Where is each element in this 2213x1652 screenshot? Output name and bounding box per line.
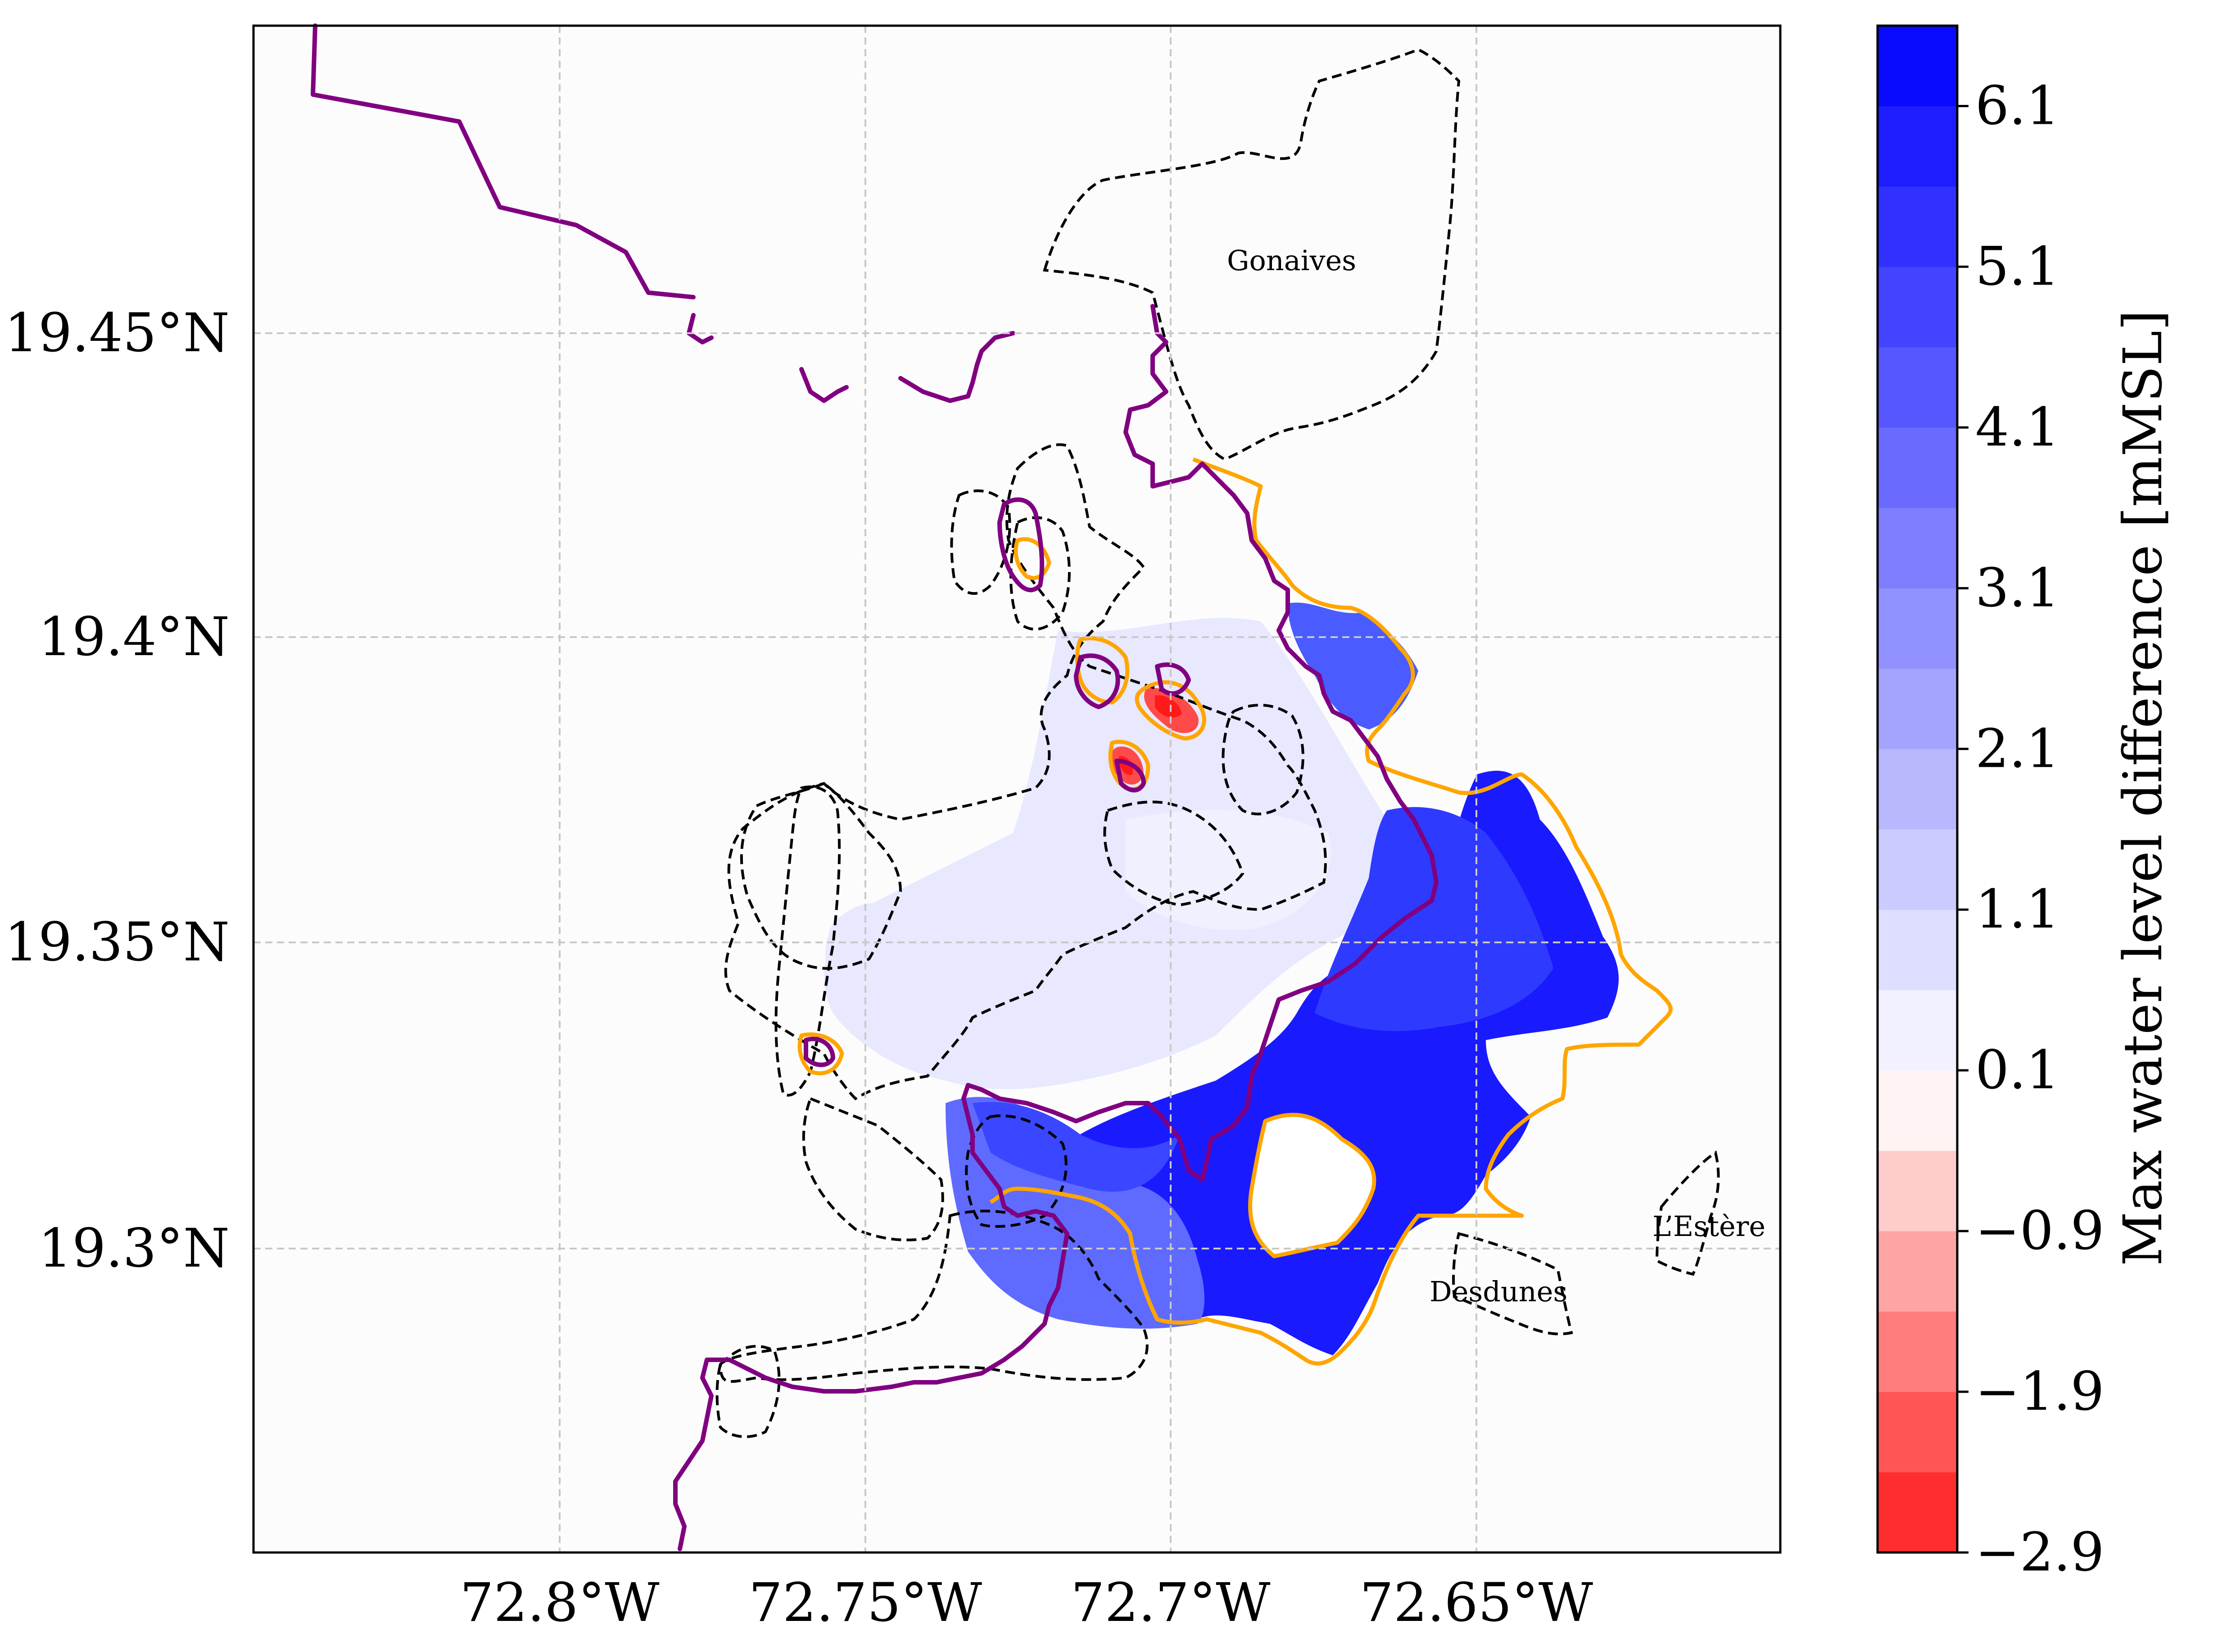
y-tick-label: 19.45°N xyxy=(5,302,230,364)
high-difference-area xyxy=(946,602,1619,1355)
map-background xyxy=(253,26,1780,1552)
colorbar-tick-label: 2.1 xyxy=(1975,717,2060,779)
colorbar-band xyxy=(1878,186,1957,267)
colorbar-band xyxy=(1878,749,1957,830)
coastline xyxy=(311,23,1439,1551)
x-tick-label: 72.7°W xyxy=(1071,1571,1270,1634)
colorbar-band xyxy=(1878,106,1957,187)
colorbar-bands xyxy=(1878,26,1957,1553)
colorbar-frame xyxy=(1876,24,1959,1554)
y-tick-label: 19.35°N xyxy=(5,911,230,973)
place-label-lestere: L’Estère xyxy=(1652,1210,1765,1243)
y-tick-label: 19.4°N xyxy=(38,606,230,668)
colorbar-band xyxy=(1878,347,1957,428)
colorbar-band xyxy=(1878,267,1957,348)
colorbar-band xyxy=(1878,26,1957,106)
colorbar-band xyxy=(1878,668,1957,749)
place-label-gonaives: Gonaives xyxy=(1227,244,1356,277)
colorbar-label: Max water level difference [mMSL] xyxy=(2112,310,2174,1266)
colorbar-band xyxy=(1878,1392,1957,1473)
colorbar-tick-label: 6.1 xyxy=(1975,74,2060,136)
colorbar-tick-label: −0.9 xyxy=(1975,1199,2104,1262)
x-tick-label: 72.65°W xyxy=(1360,1571,1593,1634)
colorbar-band xyxy=(1878,1311,1957,1392)
map-panel: Gonaives Desdunes L’Estère xyxy=(252,23,1782,1554)
map-frame xyxy=(252,24,1782,1554)
colorbar-band xyxy=(1878,1070,1957,1151)
colorbar-tick-label: 5.1 xyxy=(1975,235,2060,297)
colorbar-band xyxy=(1878,588,1957,669)
x-axis: 72.8°W 72.75°W 72.7°W 72.65°W xyxy=(460,1571,1593,1634)
colorbar-band xyxy=(1878,1472,1957,1553)
colorbar: −2.9 −1.9 −0.9 0.1 1.1 2.1 3.1 4.1 5.1 6.1 Max wa… xyxy=(1876,24,2174,1583)
colorbar-tick-label: 1.1 xyxy=(1975,878,2060,940)
colorbar-tick-label: −1.9 xyxy=(1975,1360,2104,1422)
y-axis: 19.45°N 19.4°N 19.35°N 19.3°N xyxy=(5,302,230,1279)
colorbar-band xyxy=(1878,1150,1957,1231)
colorbar-band xyxy=(1878,427,1957,508)
colorbar-band xyxy=(1878,990,1957,1071)
colorbar-tick-label: 0.1 xyxy=(1975,1039,2060,1101)
place-label-desdunes: Desdunes xyxy=(1430,1275,1567,1308)
colorbar-band xyxy=(1878,1231,1957,1312)
colorbar-tick-label: −2.9 xyxy=(1975,1521,2104,1583)
gridlines xyxy=(253,26,1780,1552)
y-tick-label: 19.3°N xyxy=(38,1217,230,1279)
x-tick-label: 72.75°W xyxy=(749,1571,982,1634)
colorbar-ticks: −2.9 −1.9 −0.9 0.1 1.1 2.1 3.1 4.1 5.1 6.1 xyxy=(1957,74,2104,1583)
colorbar-band xyxy=(1878,507,1957,588)
colorbar-band xyxy=(1878,910,1957,991)
dry-area xyxy=(1250,1114,1374,1256)
commune-boundaries xyxy=(715,48,1720,1438)
colorbar-band xyxy=(1878,829,1957,910)
x-tick-label: 72.8°W xyxy=(460,1571,659,1634)
colorbar-tick-label: 4.1 xyxy=(1975,396,2060,458)
colorbar-tick-label: 3.1 xyxy=(1975,557,2060,619)
